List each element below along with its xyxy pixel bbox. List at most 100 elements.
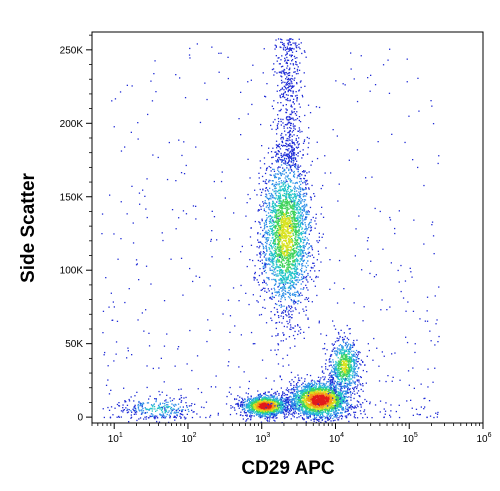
event-point	[312, 411, 314, 414]
event-point	[287, 196, 289, 198]
event-point	[268, 408, 270, 410]
event-point	[285, 210, 288, 212]
event-point	[253, 410, 255, 412]
event-point	[279, 197, 281, 200]
event-point	[271, 388, 273, 390]
event-point	[274, 183, 276, 185]
event-point	[283, 392, 286, 394]
event-point	[297, 246, 299, 248]
event-point	[279, 192, 281, 194]
event-point	[276, 270, 278, 272]
event-point	[282, 316, 285, 318]
event-point	[271, 394, 273, 396]
event-point	[278, 316, 280, 319]
event-point	[303, 393, 305, 396]
event-point	[315, 276, 317, 279]
event-point	[250, 406, 253, 408]
event-point	[315, 414, 317, 416]
event-point	[265, 413, 268, 415]
event-point	[242, 418, 244, 420]
event-point	[270, 244, 272, 246]
event-point	[268, 399, 270, 401]
event-point	[286, 402, 288, 404]
event-point	[274, 249, 277, 251]
event-point	[301, 276, 303, 278]
event-point	[269, 411, 271, 414]
event-point	[264, 200, 266, 202]
event-point	[247, 398, 249, 400]
event-point	[273, 232, 275, 234]
event-point	[282, 278, 284, 280]
event-point	[273, 258, 275, 260]
event-point	[302, 220, 304, 222]
event-point	[288, 241, 290, 243]
event-point	[297, 255, 299, 258]
event-point	[281, 230, 283, 232]
event-point	[297, 225, 299, 227]
event-point	[285, 207, 287, 209]
event-point	[307, 183, 309, 185]
event-point	[281, 231, 283, 234]
event-point	[272, 417, 274, 419]
event-point	[318, 270, 320, 272]
event-point	[283, 260, 285, 262]
event-point	[287, 242, 289, 244]
event-point	[288, 305, 290, 307]
event-point	[321, 206, 323, 208]
event-point	[284, 207, 286, 210]
event-point	[292, 327, 294, 329]
event-point	[260, 401, 262, 404]
event-point	[284, 233, 286, 235]
event-point	[270, 245, 272, 248]
event-point	[292, 256, 294, 258]
event-point	[259, 167, 262, 169]
event-point	[260, 415, 263, 417]
event-point	[325, 383, 327, 385]
event-point	[288, 244, 290, 246]
event-point	[300, 393, 302, 395]
event-point	[302, 195, 305, 198]
event-point	[270, 215, 272, 217]
event-point	[267, 277, 269, 279]
event-point	[297, 292, 300, 294]
event-point	[298, 236, 300, 239]
event-point	[274, 400, 276, 402]
event-point	[343, 398, 345, 400]
event-point	[293, 250, 295, 252]
event-point	[288, 215, 291, 217]
event-point	[230, 405, 232, 407]
event-point	[306, 417, 308, 419]
event-point	[284, 311, 286, 313]
event-point	[294, 237, 296, 240]
event-point	[320, 386, 322, 389]
event-point	[300, 183, 302, 186]
event-point	[287, 143, 289, 146]
event-point	[276, 258, 278, 261]
event-point	[264, 418, 266, 420]
event-point	[284, 188, 287, 190]
event-point	[271, 257, 274, 259]
event-point	[313, 412, 315, 415]
event-point	[295, 220, 297, 222]
event-point	[280, 254, 282, 256]
event-point	[284, 273, 286, 276]
event-point	[304, 398, 306, 400]
event-point	[286, 253, 288, 255]
event-point	[317, 250, 319, 252]
event-point	[279, 241, 281, 243]
event-point	[313, 413, 316, 415]
event-point	[288, 414, 290, 416]
event-point	[270, 151, 273, 153]
event-point	[246, 202, 248, 204]
event-point	[272, 180, 274, 182]
event-point	[294, 325, 296, 327]
event-point	[267, 395, 269, 397]
event-point	[263, 403, 265, 405]
event-point	[257, 409, 260, 411]
event-point	[273, 241, 275, 243]
event-point	[279, 200, 282, 202]
event-point	[280, 213, 282, 215]
event-point	[286, 202, 288, 204]
event-point	[283, 252, 286, 254]
event-point	[283, 232, 285, 234]
